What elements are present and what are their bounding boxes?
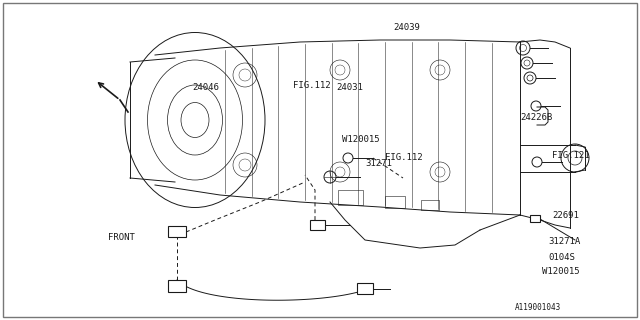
Text: FIG.112: FIG.112	[385, 153, 422, 162]
FancyBboxPatch shape	[168, 226, 186, 237]
Text: FIG.112: FIG.112	[293, 82, 331, 91]
Text: FIG.121: FIG.121	[552, 151, 589, 161]
Text: 22691: 22691	[552, 211, 579, 220]
Text: 31271: 31271	[365, 159, 392, 169]
Text: 24039: 24039	[393, 22, 420, 31]
Text: A119001043: A119001043	[515, 303, 561, 313]
Text: 24031: 24031	[336, 84, 363, 92]
FancyBboxPatch shape	[530, 215, 540, 222]
Text: 0104S: 0104S	[548, 252, 575, 261]
Text: W120015: W120015	[342, 135, 380, 145]
FancyBboxPatch shape	[168, 280, 186, 292]
FancyBboxPatch shape	[357, 283, 373, 294]
Text: 24226B: 24226B	[520, 114, 552, 123]
Text: 24046: 24046	[192, 84, 219, 92]
Text: W120015: W120015	[542, 268, 580, 276]
Text: FRONT: FRONT	[108, 234, 135, 243]
Text: 31271A: 31271A	[548, 236, 580, 245]
FancyBboxPatch shape	[310, 220, 325, 230]
